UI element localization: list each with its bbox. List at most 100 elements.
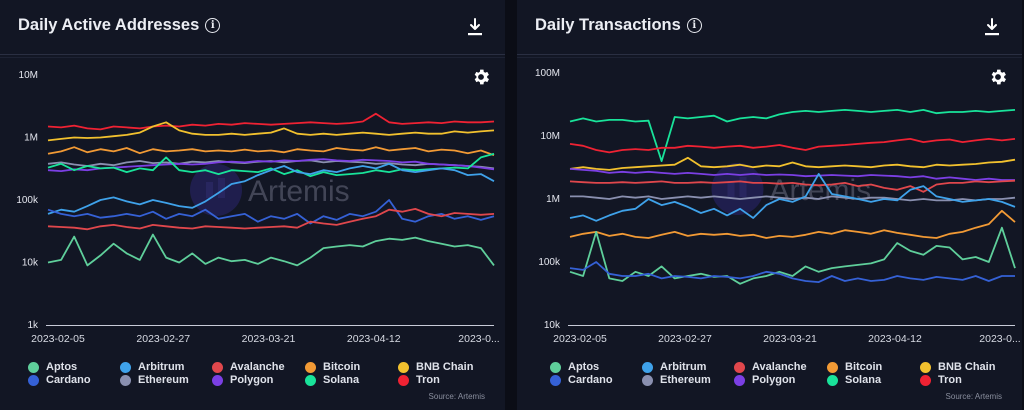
- legend-label: Bitcoin: [323, 361, 361, 373]
- legend-label: Arbitrum: [660, 361, 707, 373]
- series-line-arbitrum[interactable]: [47, 162, 495, 215]
- series-line-cardano[interactable]: [569, 261, 1015, 284]
- legend-dot-icon: [28, 374, 39, 386]
- legend-item-bitcoin[interactable]: Bitcoin: [305, 361, 398, 373]
- info-icon[interactable]: i: [205, 18, 221, 33]
- panel-header: Daily Transactions i: [517, 0, 1022, 58]
- x-tick-label: 2023-03-21: [763, 333, 817, 345]
- legend-dot-icon: [398, 361, 409, 373]
- series-line-arbitrum[interactable]: [569, 173, 1016, 222]
- legend-label: Aptos: [568, 361, 600, 373]
- legend-label: Polygon: [752, 374, 796, 386]
- series-line-avalanche[interactable]: [569, 179, 1016, 193]
- legend-dot-icon: [920, 374, 931, 386]
- y-tick-label: 10M: [541, 131, 560, 142]
- chart-legend: Aptos Arbitrum Avalanche Bitcoin BNB Chain Ca…: [550, 361, 1020, 386]
- x-tick-label: 2023-04-12: [868, 333, 922, 345]
- legend-dot-icon: [920, 361, 931, 373]
- legend-label: Arbitrum: [138, 361, 185, 373]
- gear-icon[interactable]: [471, 67, 491, 87]
- watermark-text: Artemis: [248, 175, 350, 208]
- legend-item-arbitrum[interactable]: Arbitrum: [120, 361, 212, 373]
- legend-label: BNB Chain: [938, 361, 996, 373]
- legend-item-bnb-chain[interactable]: BNB Chain: [398, 361, 498, 373]
- legend-label: Polygon: [230, 374, 274, 386]
- panel-daily-active-addresses: Daily Active Addresses i Artemis 1k 10k 100…: [0, 0, 505, 410]
- legend-dot-icon: [734, 374, 745, 386]
- series-line-bitcoin[interactable]: [569, 209, 1016, 239]
- y-tick-label: 100k: [16, 195, 39, 206]
- series-line-solana[interactable]: [569, 109, 1016, 162]
- series-line-bnb-chain[interactable]: [569, 156, 1016, 171]
- legend-label: Aptos: [46, 361, 78, 373]
- info-icon[interactable]: i: [686, 18, 702, 33]
- legend-label: Solana: [845, 374, 882, 386]
- series-line-solana[interactable]: [47, 152, 495, 178]
- legend-dot-icon: [212, 374, 223, 386]
- legend-dot-icon: [305, 374, 316, 386]
- download-icon[interactable]: [467, 17, 483, 37]
- panel-title: Daily Active Addresses i: [18, 16, 221, 35]
- legend-label: Tron: [938, 374, 962, 386]
- legend-label: Bitcoin: [845, 361, 883, 373]
- legend-item-cardano[interactable]: Cardano: [550, 374, 642, 386]
- daily-active-addresses-chart: Artemis 1k 10k 100k 1M 10M 2023-02-05 2023-02-2…: [16, 70, 499, 345]
- legend-label: Cardano: [46, 374, 91, 386]
- series-line-tron[interactable]: [569, 138, 1016, 154]
- series-line-bnb-chain[interactable]: [47, 121, 495, 142]
- series-line-ethereum[interactable]: [570, 195, 1016, 202]
- series-line-avalanche[interactable]: [47, 207, 495, 231]
- legend-item-avalanche[interactable]: Avalanche: [734, 361, 827, 373]
- x-tick-label: 2023-0...: [979, 333, 1020, 345]
- legend-item-solana[interactable]: Solana: [305, 374, 398, 386]
- legend-item-polygon[interactable]: Polygon: [212, 374, 305, 386]
- legend-dot-icon: [398, 374, 409, 386]
- x-tick-label: 2023-0...: [458, 333, 499, 345]
- legend-item-tron[interactable]: Tron: [398, 374, 498, 386]
- legend-label: Ethereum: [660, 374, 711, 386]
- gear-icon[interactable]: [988, 67, 1008, 87]
- y-tick-label: 10k: [544, 320, 561, 331]
- x-tick-label: 2023-02-05: [553, 333, 607, 345]
- legend-label: Ethereum: [138, 374, 189, 386]
- series-line-polygon[interactable]: [47, 158, 495, 172]
- series-line-aptos[interactable]: [47, 233, 495, 267]
- legend-dot-icon: [28, 361, 39, 373]
- legend-item-ethereum[interactable]: Ethereum: [642, 374, 734, 386]
- x-tick-label: 2023-02-27: [136, 333, 190, 345]
- legend-item-solana[interactable]: Solana: [827, 374, 920, 386]
- legend-item-ethereum[interactable]: Ethereum: [120, 374, 212, 386]
- legend-dot-icon: [734, 361, 745, 373]
- legend-dot-icon: [212, 361, 223, 373]
- x-tick-label: 2023-03-21: [242, 333, 296, 345]
- legend-item-arbitrum[interactable]: Arbitrum: [642, 361, 734, 373]
- legend-item-aptos[interactable]: Aptos: [550, 361, 642, 373]
- download-icon[interactable]: [984, 17, 1000, 37]
- legend-label: Tron: [416, 374, 440, 386]
- series-line-tron[interactable]: [47, 112, 495, 131]
- series-line-cardano[interactable]: [47, 199, 495, 225]
- legend-dot-icon: [550, 374, 561, 386]
- legend-item-polygon[interactable]: Polygon: [734, 374, 827, 386]
- legend-item-avalanche[interactable]: Avalanche: [212, 361, 305, 373]
- legend-item-bnb-chain[interactable]: BNB Chain: [920, 361, 1020, 373]
- series-line-bitcoin[interactable]: [47, 146, 495, 157]
- daily-transactions-chart: Artemis 10k 100k 1M 10M 100M 2023-02-05 2023-02…: [535, 68, 1021, 345]
- x-tick-label: 2023-04-12: [347, 333, 401, 345]
- legend-dot-icon: [120, 361, 131, 373]
- y-tick-label: 1M: [24, 133, 38, 144]
- legend-item-aptos[interactable]: Aptos: [28, 361, 120, 373]
- legend-item-bitcoin[interactable]: Bitcoin: [827, 361, 920, 373]
- legend-dot-icon: [120, 374, 131, 386]
- y-tick-label: 1M: [546, 194, 560, 205]
- panel-title-text: Daily Transactions: [535, 16, 681, 34]
- watermark-text: Artemis: [770, 174, 872, 207]
- panel-header: Daily Active Addresses i: [0, 0, 505, 58]
- y-tick-label: 10k: [22, 258, 39, 269]
- series-line-polygon[interactable]: [569, 168, 1015, 181]
- legend-item-cardano[interactable]: Cardano: [28, 374, 120, 386]
- artemis-logo-icon: [711, 163, 764, 215]
- y-tick-label: 100k: [538, 257, 561, 268]
- legend-item-tron[interactable]: Tron: [920, 374, 1020, 386]
- panel-title: Daily Transactions i: [535, 16, 702, 35]
